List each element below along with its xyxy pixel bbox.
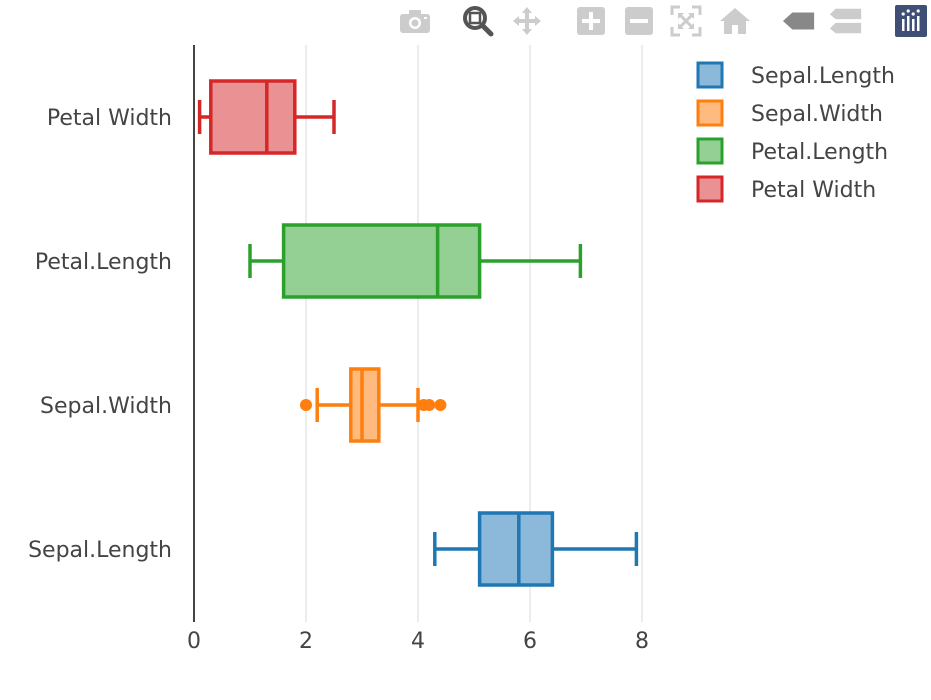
outlier-point <box>423 399 436 411</box>
x-axis-ticks: 0 2 4 6 8 <box>187 629 649 654</box>
x-tick-label-6: 6 <box>523 629 537 654</box>
outlier-point <box>300 399 312 411</box>
gridlines <box>305 45 643 622</box>
camera-icon[interactable] <box>398 4 432 38</box>
legend-item[interactable]: Sepal.Width <box>696 99 883 127</box>
y-axis-categories: Sepal.Length Sepal.Width Petal.Length Petal… <box>28 106 172 563</box>
y-category-label: Sepal.Length <box>28 538 172 563</box>
legend-label: Petal Width <box>751 178 876 203</box>
outlier-point <box>434 399 447 411</box>
hover-closest-icon[interactable] <box>782 4 816 38</box>
box-sepal-width <box>300 367 447 443</box>
hover-compare-icon[interactable] <box>829 4 863 38</box>
zoom-out-icon[interactable] <box>622 4 656 38</box>
pan-icon[interactable] <box>510 4 544 38</box>
legend-label: Sepal.Width <box>751 102 883 127</box>
legend-swatch <box>696 61 724 89</box>
legend-swatch <box>696 99 724 127</box>
plotly-logo-icon[interactable] <box>894 4 928 38</box>
x-tick-label-8: 8 <box>635 629 649 654</box>
zoom-icon[interactable] <box>461 4 495 38</box>
iqr-box <box>477 511 555 587</box>
legend-item[interactable]: Petal Width <box>696 175 876 203</box>
legend[interactable]: Sepal.Length Sepal.Width Petal.Length Petal… <box>696 61 895 203</box>
box-sepal-length <box>433 511 639 587</box>
y-category-label: Petal Width <box>47 106 172 131</box>
legend-label: Sepal.Length <box>751 64 895 89</box>
legend-item[interactable]: Sepal.Length <box>696 61 895 89</box>
iqr-box <box>209 79 297 155</box>
zoom-in-icon[interactable] <box>574 4 608 38</box>
legend-item[interactable]: Petal.Length <box>696 137 888 165</box>
legend-swatch <box>696 175 724 203</box>
home-icon[interactable] <box>718 4 752 38</box>
boxes <box>197 79 639 587</box>
x-tick-label-0: 0 <box>187 629 201 654</box>
legend-swatch <box>696 137 724 165</box>
y-category-label: Petal.Length <box>35 250 172 275</box>
iqr-box <box>281 223 482 299</box>
x-tick-label-2: 2 <box>299 629 313 654</box>
x-tick-label-4: 4 <box>411 629 425 654</box>
y-category-label: Sepal.Width <box>40 394 172 419</box>
autoscale-icon[interactable] <box>669 4 703 38</box>
iqr-box <box>349 367 381 443</box>
box-petal-length <box>248 223 583 299</box>
box-petal-width <box>197 79 336 155</box>
legend-label: Petal.Length <box>751 140 888 165</box>
